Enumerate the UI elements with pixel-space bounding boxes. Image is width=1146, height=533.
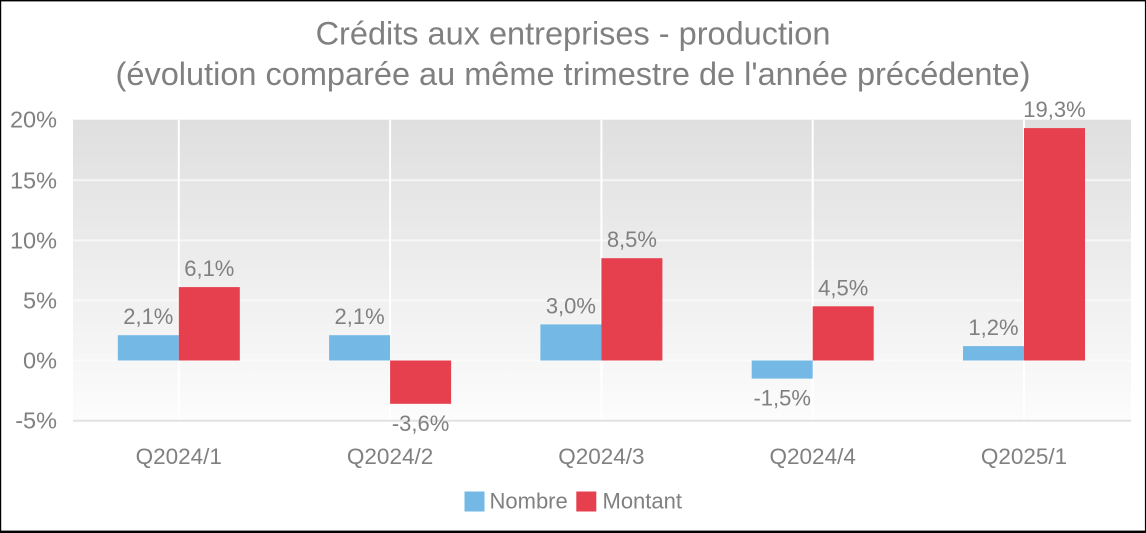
svg-text:-1,5%: -1,5% (753, 386, 810, 411)
svg-text:2,1%: 2,1% (123, 304, 173, 329)
svg-text:(évolution comparée au même tr: (évolution comparée au même trimestre de… (116, 56, 1031, 92)
svg-text:6,1%: 6,1% (184, 256, 234, 281)
svg-text:Q2024/3: Q2024/3 (558, 444, 644, 469)
svg-text:1,2%: 1,2% (968, 315, 1018, 340)
svg-text:19,3%: 19,3% (1023, 97, 1085, 122)
svg-text:4,5%: 4,5% (818, 275, 868, 300)
svg-text:0%: 0% (23, 348, 57, 374)
svg-text:Montant: Montant (603, 489, 683, 514)
svg-text:Nombre: Nombre (490, 489, 568, 514)
svg-text:5%: 5% (23, 287, 57, 313)
svg-text:15%: 15% (10, 167, 57, 193)
svg-text:Q2024/4: Q2024/4 (770, 444, 856, 469)
svg-text:20%: 20% (10, 107, 57, 133)
svg-text:Q2025/1: Q2025/1 (981, 444, 1067, 469)
svg-text:-5%: -5% (15, 408, 57, 434)
svg-text:Q2024/1: Q2024/1 (136, 444, 222, 469)
svg-text:Q2024/2: Q2024/2 (347, 444, 433, 469)
svg-text:Crédits aux entreprises - prod: Crédits aux entreprises - production (316, 16, 831, 52)
svg-text:2,1%: 2,1% (335, 304, 385, 329)
svg-text:10%: 10% (10, 227, 57, 253)
svg-text:-3,6%: -3,6% (392, 411, 449, 436)
svg-text:3,0%: 3,0% (546, 293, 596, 318)
svg-text:8,5%: 8,5% (607, 227, 657, 252)
